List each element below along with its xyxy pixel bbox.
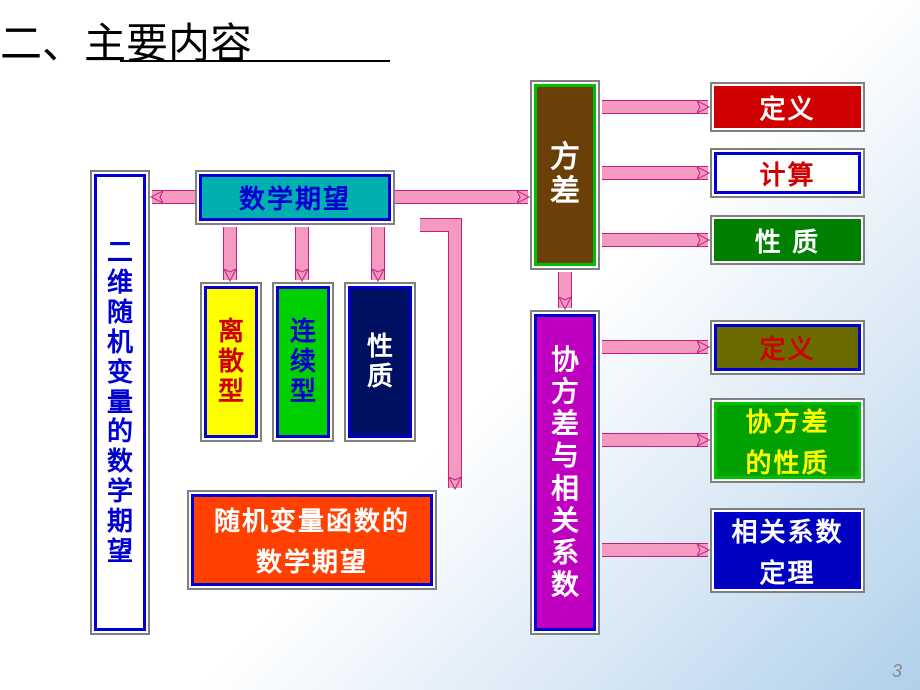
- box-expectation: 数学期望: [195, 170, 395, 225]
- box-two_dim: 二维随机变量的数学期望: [90, 170, 150, 635]
- box-variance: 方差: [530, 80, 600, 270]
- box-corr_thm: 相关系数定理: [710, 508, 865, 593]
- box-var_def: 定义: [710, 82, 865, 132]
- box-cov_prop: 协方差的性质: [710, 398, 865, 483]
- title-underline: [120, 60, 390, 62]
- box-func_expect: 随机变量函数的数学期望: [187, 490, 437, 590]
- box-covariance: 协方差与相关系数: [530, 310, 600, 635]
- box-continuous: 连续型: [272, 282, 334, 442]
- box-cov_def: 定义: [710, 320, 865, 375]
- box-property: 性质: [344, 282, 416, 442]
- box-var_calc: 计算: [710, 148, 865, 198]
- box-var_prop: 性 质: [710, 215, 865, 265]
- box-discrete: 离散型: [200, 282, 262, 442]
- page-number: 3: [892, 661, 902, 682]
